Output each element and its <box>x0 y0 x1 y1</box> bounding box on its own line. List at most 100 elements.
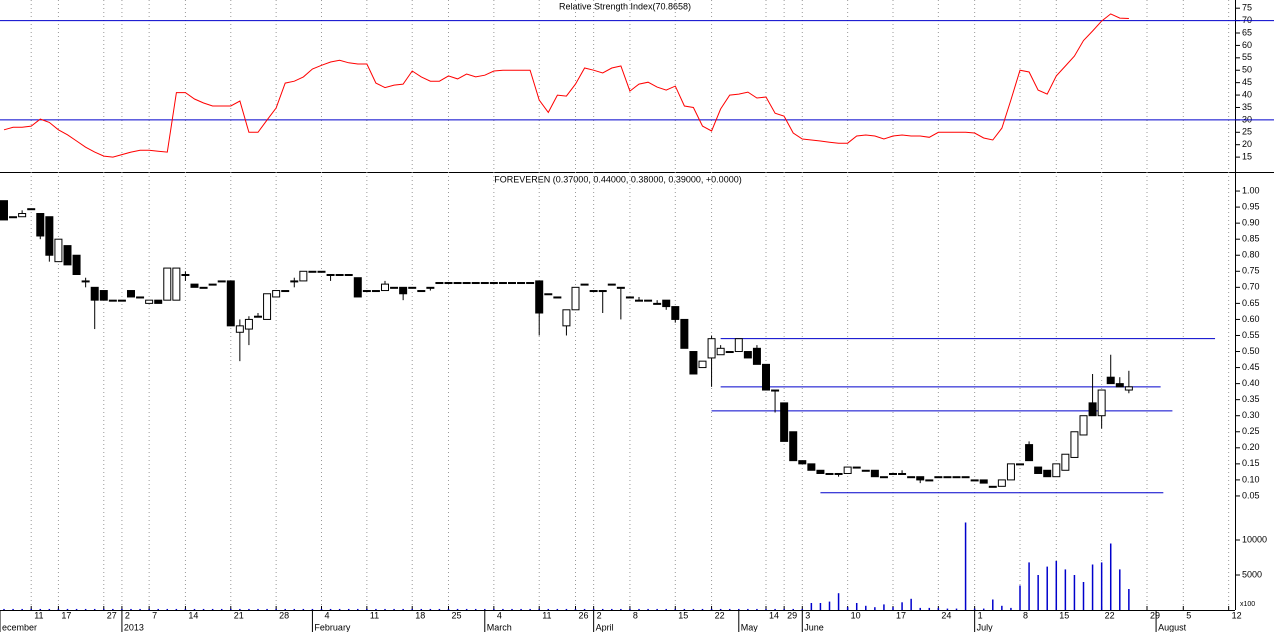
x-tick-label: 15 <box>678 610 688 620</box>
candle-body <box>725 351 734 354</box>
candle-body <box>217 280 226 283</box>
volume-bar <box>1064 569 1067 610</box>
candle-body <box>680 318 689 349</box>
y-tick-label: 35 <box>1242 102 1252 112</box>
y-tick-label: 0.30 <box>1242 410 1260 420</box>
candle-body <box>344 273 353 276</box>
y-tick-label: 65 <box>1242 27 1252 37</box>
volume-bar <box>93 608 96 610</box>
volume-bar <box>656 608 658 610</box>
candle-body <box>353 277 362 298</box>
candle-body <box>72 254 81 275</box>
candle-body <box>417 290 426 293</box>
volume-bar <box>384 608 386 610</box>
volume-bar <box>284 608 286 610</box>
candle-body <box>571 286 580 311</box>
volume-bar <box>511 608 513 610</box>
candle-body <box>480 282 489 285</box>
candle-body <box>979 479 988 484</box>
volume-bar <box>30 608 32 610</box>
volume-bar <box>865 605 867 610</box>
volume-bar <box>801 608 804 610</box>
x-tick-label: 2 <box>597 610 602 620</box>
volume-bar <box>747 608 749 610</box>
volume-bar <box>810 603 813 610</box>
volume-bar <box>121 608 123 610</box>
candle-body <box>117 299 126 302</box>
volume-bar <box>647 608 649 610</box>
volume-bar <box>565 608 568 610</box>
x-tick-label: 4 <box>497 610 502 620</box>
candle-body <box>634 299 643 302</box>
y-tick-label: 0.50 <box>1242 346 1260 356</box>
volume-bar <box>792 608 794 610</box>
volume-bar <box>493 608 495 610</box>
candle-body <box>771 389 780 392</box>
y-tick-label: 0.90 <box>1242 218 1260 228</box>
candle-body <box>453 282 462 285</box>
volume-bar <box>1037 575 1039 610</box>
y-tick-label: 55 <box>1242 52 1252 62</box>
x-tick-label: 28 <box>279 610 289 620</box>
volume-bar <box>1109 543 1112 610</box>
candle-body <box>698 360 707 369</box>
candle-body <box>1088 402 1097 417</box>
volume-bar <box>910 598 912 610</box>
volume-bar <box>103 608 105 610</box>
candle-body <box>308 270 317 273</box>
candle-body <box>616 286 625 289</box>
volume-bar <box>756 608 758 610</box>
candle-body <box>852 466 861 469</box>
volume-bar <box>84 608 87 610</box>
y-tick-label: 20 <box>1242 139 1252 149</box>
x-tick-label: 25 <box>451 610 461 620</box>
volume-bar <box>447 608 450 610</box>
y-tick-label: 60 <box>1242 40 1252 50</box>
volume-bar <box>783 608 785 610</box>
volume-bar <box>220 608 223 610</box>
candle-body <box>734 338 743 353</box>
volume-bar <box>465 608 468 610</box>
volume-unit: x100 <box>1240 601 1255 608</box>
month-label: February <box>314 622 351 632</box>
month-label: April <box>596 622 614 632</box>
x-tick-label: 17 <box>896 610 906 620</box>
candle-body <box>553 296 562 299</box>
x-tick-label: 21 <box>234 610 244 620</box>
volume-bar <box>420 608 423 610</box>
x-tick-label: 22 <box>715 610 725 620</box>
candle-body <box>399 286 408 295</box>
volume-bar <box>3 608 5 610</box>
candle-body <box>199 286 208 289</box>
candle-body <box>662 299 671 308</box>
candle-body <box>716 347 725 356</box>
volume-bar <box>738 608 740 610</box>
candle-body <box>90 286 99 301</box>
volume-bar <box>1082 582 1085 610</box>
y-tick-label: 0.20 <box>1242 442 1260 452</box>
volume-bar <box>1010 607 1012 610</box>
candle-body <box>136 296 145 299</box>
volume-bar <box>329 608 332 610</box>
x-tick-label: 4 <box>324 610 329 620</box>
volume-bar <box>946 608 949 610</box>
x-tick-label: 14 <box>769 610 779 620</box>
volume-bar <box>1019 585 1021 610</box>
x-tick-label: 1 <box>978 610 983 620</box>
candle-body <box>99 290 108 301</box>
candle-body <box>299 270 308 282</box>
candle-body <box>544 293 553 296</box>
x-tick-label: 11 <box>370 610 379 620</box>
volume-bar <box>302 608 305 610</box>
candle-body <box>970 479 979 482</box>
volume-bar <box>982 608 985 610</box>
candle-body <box>371 290 380 293</box>
volume-bar <box>139 608 141 610</box>
x-tick-label: 14 <box>188 610 198 620</box>
volume-bar <box>357 608 359 610</box>
candle-body <box>244 318 253 330</box>
volume-bar <box>438 608 441 610</box>
candle-body <box>81 280 90 283</box>
candle-body <box>952 476 961 479</box>
